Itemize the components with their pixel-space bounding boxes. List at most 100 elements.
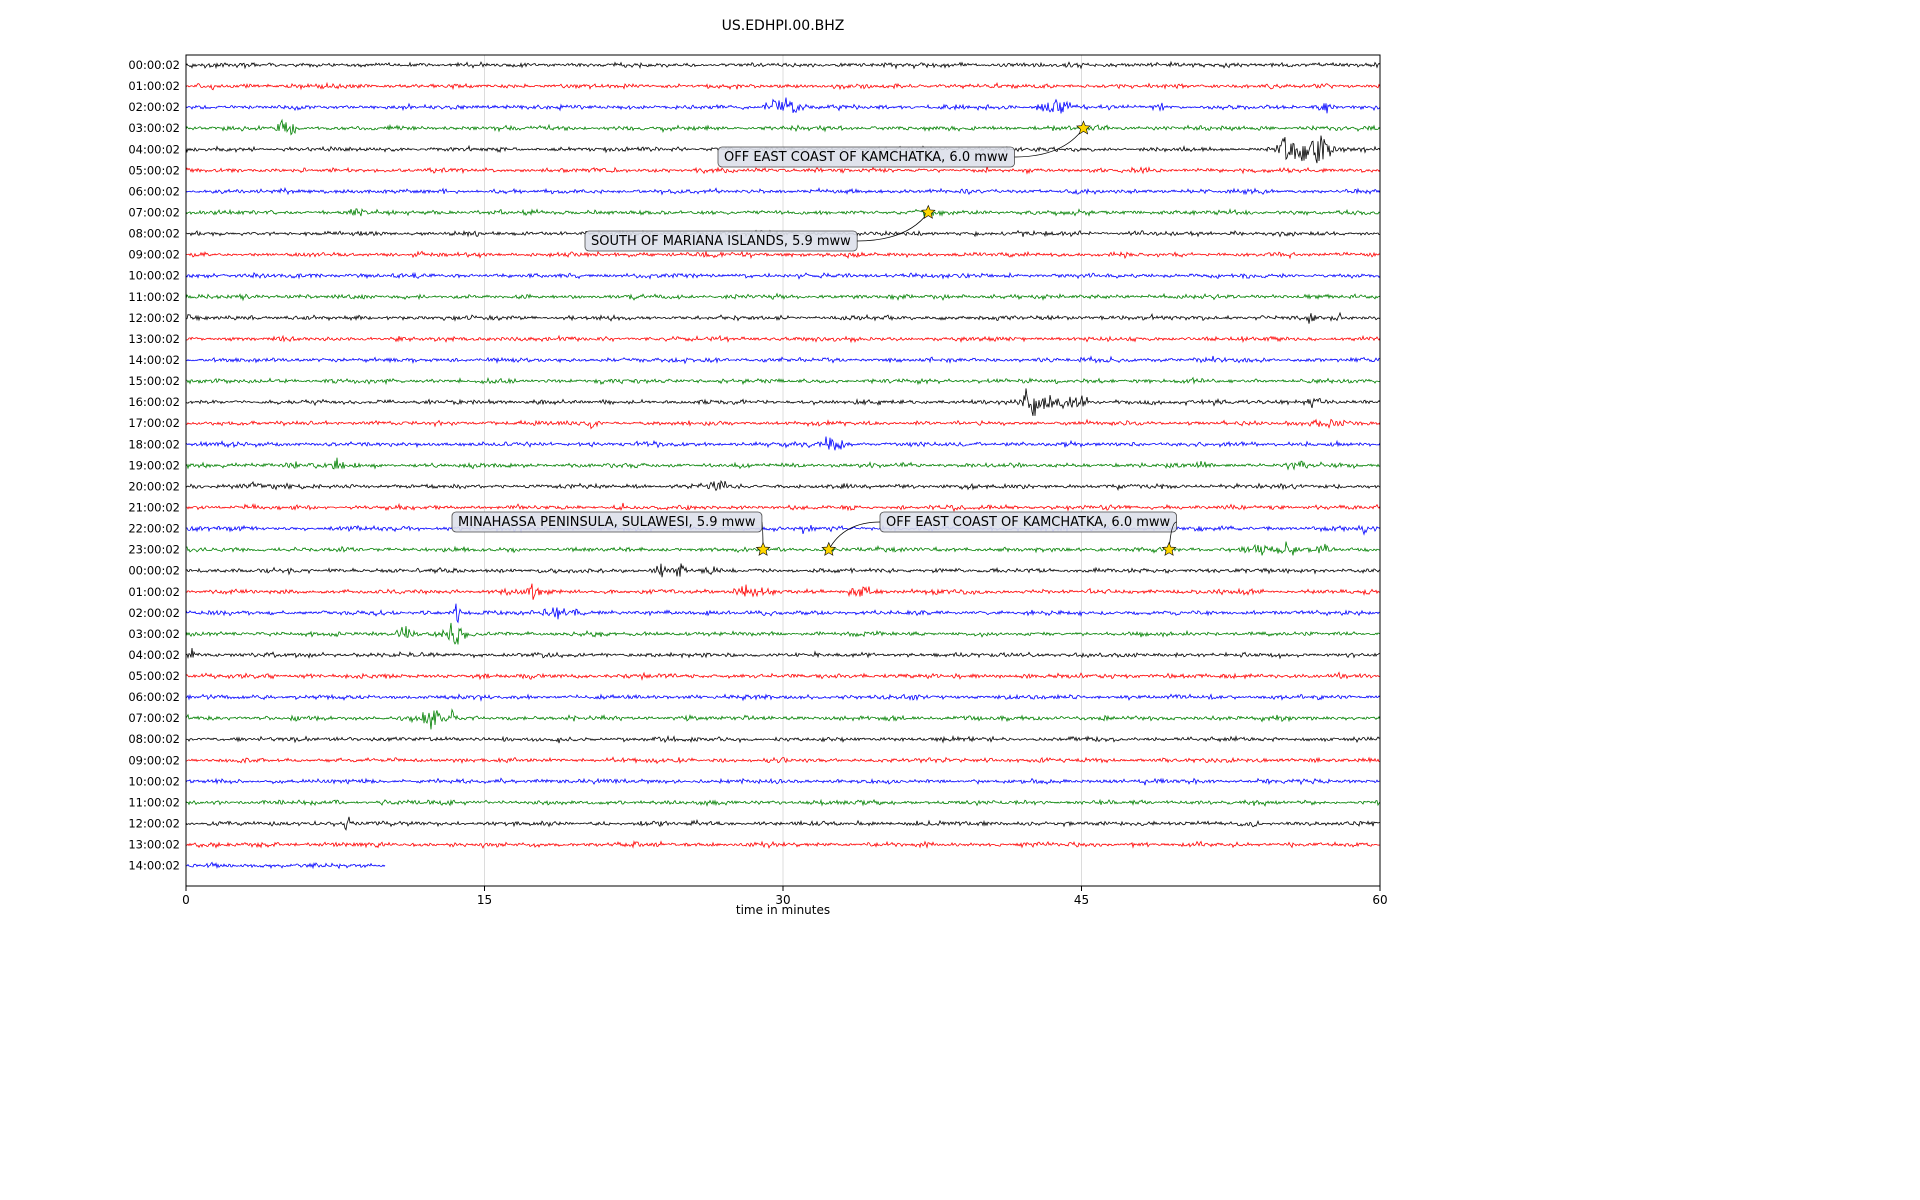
trace-row-10 [185,271,1381,280]
trace-row-15 [185,376,1381,386]
event-annotation: SOUTH OF MARIANA ISLANDS, 5.9 mww [584,212,929,252]
trace-row-27 [185,622,1381,645]
row-time-label: 17:00:02 [128,416,180,430]
row-time-label: 07:00:02 [128,711,180,725]
trace-row-32 [185,734,1381,744]
row-time-label: 03:00:02 [128,627,180,641]
x-tick-label: 15 [477,893,492,907]
event-star-icon [920,204,936,219]
trace-row-6 [185,187,1381,196]
axis-label-layer: 0 15 30 45 60 00:00:02 01:00:02 02:00:02 03:00:0… [128,58,1387,907]
row-time-label: 06:00:02 [128,690,180,704]
row-time-label: 04:00:02 [128,142,180,156]
row-time-label: 05:00:02 [128,669,180,683]
event-annotation: OFF EAST COAST OF KAMCHATKA, 6.0 mww [717,127,1084,168]
row-time-label: 00:00:02 [128,58,180,72]
row-time-label: 07:00:02 [128,205,180,219]
row-time-label: 09:00:02 [128,753,180,767]
row-time-label: 19:00:02 [128,458,180,472]
row-time-label: 21:00:02 [128,500,180,514]
event-label-text: SOUTH OF MARIANA ISLANDS, 5.9 mww [591,234,851,249]
trace-row-20 [185,479,1381,492]
row-time-label: 05:00:02 [128,163,180,177]
row-time-label: 14:00:02 [128,353,180,367]
trace-row-1 [185,81,1381,91]
trace-row-23 [185,541,1381,556]
row-time-label: 09:00:02 [128,248,180,262]
trace-row-33 [185,756,1381,765]
event-annotation: MINAHASSA PENINSULA, SULAWESI, 5.9 mww [451,511,764,550]
trace-row-34 [185,777,1380,786]
x-axis-label: time in minutes [736,903,830,917]
row-time-label: 13:00:02 [128,332,180,346]
row-time-label: 04:00:02 [128,648,180,662]
trace-row-38 [185,861,386,870]
row-time-label: 12:00:02 [128,817,180,831]
trace-row-2 [185,97,1381,114]
row-time-label: 12:00:02 [128,311,180,325]
row-time-label: 02:00:02 [128,100,180,114]
trace-row-37 [186,840,1381,849]
trace-row-7 [185,208,1381,217]
trace-row-25 [185,583,1381,600]
row-time-label: 01:00:02 [128,585,180,599]
event-star-icon [1161,541,1177,556]
trace-row-13 [185,334,1381,344]
trace-row-28 [185,648,1380,660]
event-layer: OFF EAST COAST OF KAMCHATKA, 6.0 mww SOUT… [451,120,1177,556]
grid-layer [484,55,1082,886]
trace-row-31 [185,708,1381,730]
x-tick-label: 45 [1074,893,1089,907]
row-time-label: 00:00:02 [128,564,180,578]
trace-row-0 [185,60,1381,70]
row-time-label: 11:00:02 [128,795,180,809]
row-time-label: 18:00:02 [128,437,180,451]
trace-row-21 [186,502,1381,512]
row-time-label: 22:00:02 [128,522,180,536]
row-time-label: 20:00:02 [128,479,180,493]
trace-row-5 [185,166,1381,175]
x-tick-label: 30 [775,893,790,907]
row-time-label: 14:00:02 [128,859,180,873]
trace-row-26 [185,603,1381,624]
trace-row-36 [185,816,1381,831]
event-leader-line [828,521,881,550]
trace-row-17 [185,418,1381,430]
event-label-text: OFF EAST COAST OF KAMCHATKA, 6.0 mww [886,515,1171,530]
row-time-label: 08:00:02 [128,732,180,746]
event-label-text: OFF EAST COAST OF KAMCHATKA, 6.0 mww [724,150,1009,165]
row-time-label: 01:00:02 [128,79,180,93]
trace-row-9 [185,250,1381,260]
event-star-icon [821,541,837,556]
trace-row-30 [185,693,1381,702]
trace-row-11 [185,292,1381,302]
trace-row-3 [185,118,1381,136]
trace-row-14 [185,355,1381,365]
trace-row-22 [185,524,1381,536]
event-star-icon [755,541,771,556]
row-time-label: 08:00:02 [128,227,180,241]
row-time-label: 02:00:02 [128,606,180,620]
x-tick-label: 60 [1372,893,1387,907]
x-tick-label: 0 [182,893,190,907]
row-time-label: 15:00:02 [128,374,180,388]
trace-row-12 [185,311,1381,324]
trace-row-18 [185,436,1381,451]
row-time-label: 10:00:02 [128,774,180,788]
event-label-text: MINAHASSA PENINSULA, SULAWESI, 5.9 mww [458,515,756,530]
row-time-label: 10:00:02 [128,269,180,283]
row-time-label: 23:00:02 [128,543,180,557]
row-time-label: 03:00:02 [128,121,180,135]
row-time-label: 13:00:02 [128,838,180,852]
row-time-label: 06:00:02 [128,184,180,198]
row-time-label: 16:00:02 [128,395,180,409]
trace-row-35 [185,798,1381,807]
trace-row-16 [185,388,1381,416]
event-star-icon [1076,120,1091,135]
trace-row-24 [185,563,1381,578]
event-annotation: OFF EAST COAST OF KAMCHATKA, 6.0 mww [828,511,1177,550]
event-leader-line [1014,127,1084,158]
trace-row-29 [185,671,1381,681]
